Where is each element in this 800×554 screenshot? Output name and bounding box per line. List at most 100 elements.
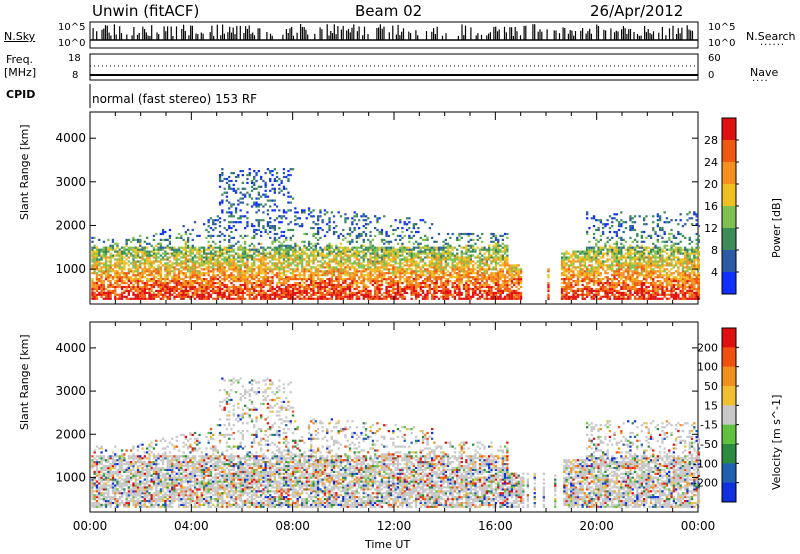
data-cell (262, 260, 265, 263)
data-cell (456, 236, 459, 239)
data-cell (303, 295, 306, 298)
data-cell (95, 285, 99, 289)
data-cell (488, 287, 491, 291)
data-cell (248, 168, 251, 171)
data-cell (392, 266, 395, 269)
data-cell (193, 285, 197, 289)
data-cell (478, 264, 482, 267)
data-cell (164, 264, 167, 267)
data-cell (269, 246, 272, 249)
data-cell (399, 274, 402, 277)
data-cell (465, 232, 468, 236)
data-cell (567, 258, 571, 261)
data-cell (305, 264, 308, 267)
data-cell (264, 264, 267, 267)
data-cell (501, 282, 504, 285)
data-cell (326, 270, 329, 273)
nsky-bar (457, 35, 459, 40)
data-cell (237, 272, 240, 275)
data-cell (332, 287, 336, 291)
data-cell (453, 276, 457, 279)
data-cell (280, 272, 283, 275)
data-cell (412, 260, 415, 263)
data-cell (374, 260, 377, 263)
data-cell (123, 295, 126, 298)
data-cell (499, 268, 502, 271)
data-cell (469, 282, 472, 285)
data-cell (282, 283, 286, 287)
data-cell (460, 260, 463, 263)
data-cell (230, 268, 233, 271)
data-cell (376, 268, 379, 271)
data-cell (567, 268, 571, 271)
data-cell (95, 297, 99, 300)
data-cell (216, 270, 219, 273)
data-cell (326, 230, 329, 234)
data-cell (431, 293, 434, 296)
data-cell (321, 285, 324, 289)
data-cell (212, 264, 215, 267)
nsky-tick-high: 10^5 (58, 22, 86, 33)
data-cell (237, 248, 240, 251)
nsky-bar (172, 35, 174, 40)
data-cell (442, 258, 445, 261)
data-cell (246, 260, 249, 263)
data-cell (385, 282, 388, 285)
data-cell (264, 252, 267, 255)
data-cell (248, 250, 251, 253)
data-cell (111, 244, 115, 247)
data-cell (458, 289, 461, 292)
data-cell (348, 248, 352, 251)
data-cell (246, 266, 249, 269)
data-cell (369, 260, 372, 263)
data-cell (355, 254, 358, 257)
data-cell (264, 195, 267, 198)
data-cell (271, 264, 274, 267)
data-cell (228, 215, 231, 218)
data-cell (173, 272, 176, 275)
data-cell (225, 289, 229, 292)
data-cell (262, 289, 265, 292)
data-cell (118, 280, 121, 283)
data-cell (408, 276, 411, 279)
data-cell (191, 270, 194, 273)
data-cell (280, 181, 283, 184)
data-cell (278, 285, 281, 289)
data-cell (95, 295, 99, 298)
data-cell (321, 250, 324, 253)
data-cell (433, 276, 436, 279)
data-cell (387, 278, 390, 281)
data-cell (237, 199, 240, 202)
data-cell (317, 268, 320, 271)
data-cell (490, 280, 493, 283)
data-cell (282, 295, 286, 298)
data-cell (412, 234, 415, 237)
data-cell (465, 258, 468, 261)
data-cell (255, 258, 258, 261)
data-cell (456, 287, 459, 291)
data-cell (369, 280, 372, 283)
data-cell (289, 228, 292, 232)
data-cell (148, 291, 151, 294)
data-cell (175, 280, 178, 283)
data-cell (260, 295, 263, 298)
data-cell (223, 219, 226, 222)
data-cell (171, 254, 174, 257)
data-cell (180, 266, 183, 269)
data-cell (346, 246, 349, 249)
data-cell (481, 280, 484, 283)
data-cell (565, 274, 568, 277)
data-cell (581, 264, 584, 267)
data-cell (392, 297, 395, 300)
data-cell (417, 282, 420, 285)
data-cell (444, 268, 447, 271)
data-cell (392, 295, 395, 298)
data-cell (415, 240, 418, 243)
data-cell (426, 244, 429, 247)
data-cell (358, 252, 361, 255)
data-cell (353, 254, 356, 257)
data-cell (216, 234, 219, 237)
data-cell (136, 291, 140, 294)
data-cell (228, 234, 231, 237)
data-cell (287, 246, 290, 249)
